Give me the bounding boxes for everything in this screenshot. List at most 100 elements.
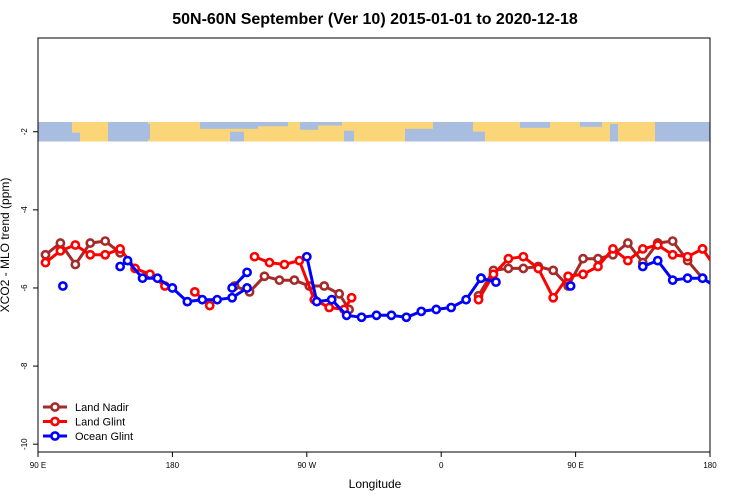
map-ocean-patch [655, 121, 710, 142]
legend-label: Land Nadir [75, 402, 129, 414]
data-point [697, 273, 708, 284]
data-point [55, 245, 66, 256]
data-point [637, 261, 648, 272]
data-point [503, 263, 514, 274]
data-point [503, 253, 514, 264]
data-point [115, 244, 126, 254]
x-axis-label: Longitude [349, 477, 402, 491]
data-point [227, 283, 238, 293]
series-line [477, 243, 704, 301]
data-point [189, 286, 200, 297]
y-tick-label: -8 [20, 362, 29, 370]
data-point [85, 249, 96, 260]
data-point [729, 284, 736, 291]
map-ocean-patch [38, 121, 72, 142]
data-point [667, 236, 678, 246]
chart-title: 50N-60N September (Ver 10) 2015-01-01 to… [172, 11, 578, 28]
y-tick-label: -2 [20, 128, 29, 136]
data-point [622, 255, 633, 266]
x-axis: 90 E 180 90 W 0 90 E 180 [30, 452, 717, 470]
data-point [682, 273, 693, 284]
data-point [70, 259, 81, 270]
legend-marker [50, 416, 60, 427]
data-point [57, 281, 68, 291]
map-strip [38, 121, 710, 142]
y-tick-label: -4 [20, 206, 29, 214]
data-point [518, 263, 529, 274]
data-point [242, 283, 252, 293]
data-point [152, 273, 163, 284]
map-ocean-patch [610, 123, 618, 142]
data-point [652, 255, 663, 266]
data-point [714, 284, 721, 291]
data-point [593, 253, 603, 264]
map-ocean-patch [200, 121, 258, 129]
data-point [294, 255, 305, 266]
data-point [167, 283, 178, 293]
data-point [85, 238, 96, 248]
series-line [701, 248, 710, 263]
data-point [326, 294, 337, 305]
data-point [476, 273, 486, 284]
map-ocean-patch [318, 121, 342, 126]
data-point [697, 244, 708, 254]
data-point [431, 304, 442, 315]
data-point [55, 238, 66, 248]
x-tick-label: 90 E [30, 461, 46, 470]
data-point [667, 275, 678, 286]
map-ocean-patch [405, 128, 433, 142]
map-ocean-patch [230, 131, 244, 142]
data-point [461, 294, 471, 305]
legend-label: Land Glint [75, 417, 125, 429]
x-tick-label: 90 W [297, 461, 316, 470]
y-tick-label: -10 [20, 438, 29, 450]
data-point [637, 244, 648, 254]
data-point [259, 271, 270, 282]
data-point [593, 261, 603, 272]
map-ocean-patch [140, 123, 150, 140]
data-point [401, 312, 412, 323]
data-point [371, 310, 382, 321]
x-tick-label: 90 E [567, 461, 583, 470]
series-line [657, 239, 704, 280]
data-point [578, 269, 588, 280]
data-point [608, 244, 618, 254]
data-point [242, 267, 252, 278]
data-point [289, 275, 300, 286]
data-point [548, 292, 559, 303]
data-point [563, 271, 574, 282]
series-layer [40, 236, 736, 323]
x-tick-label: 180 [703, 461, 717, 470]
data-point [100, 236, 111, 246]
data-point [356, 312, 367, 323]
data-point [667, 249, 678, 260]
data-point [274, 275, 285, 286]
data-point [197, 294, 208, 305]
data-point [622, 238, 633, 248]
data-point [301, 251, 312, 262]
data-point [346, 292, 357, 303]
y-axis-label: XCO2 - MLO trend (ppm) [0, 178, 12, 313]
legend: Land Nadir Land Glint Ocean Glint [43, 402, 133, 443]
data-point [40, 257, 51, 268]
series-ocean-glint [57, 251, 736, 323]
data-point [204, 300, 215, 311]
data-point [473, 294, 484, 305]
legend-marker [50, 431, 60, 441]
map-ocean-patch [473, 131, 485, 142]
y-axis: -2 -4 -6 -8 -10 [20, 128, 38, 450]
data-point [578, 253, 588, 264]
data-point [721, 282, 728, 289]
data-point [264, 257, 275, 268]
data-point [518, 251, 529, 262]
data-point [565, 281, 576, 291]
data-point [446, 302, 457, 313]
data-point [182, 296, 193, 307]
data-point [122, 255, 133, 266]
data-point [227, 292, 238, 303]
data-point [488, 269, 499, 280]
data-point [319, 281, 330, 291]
data-point [279, 259, 290, 270]
plot-frame [37, 37, 711, 453]
data-point [341, 310, 352, 321]
